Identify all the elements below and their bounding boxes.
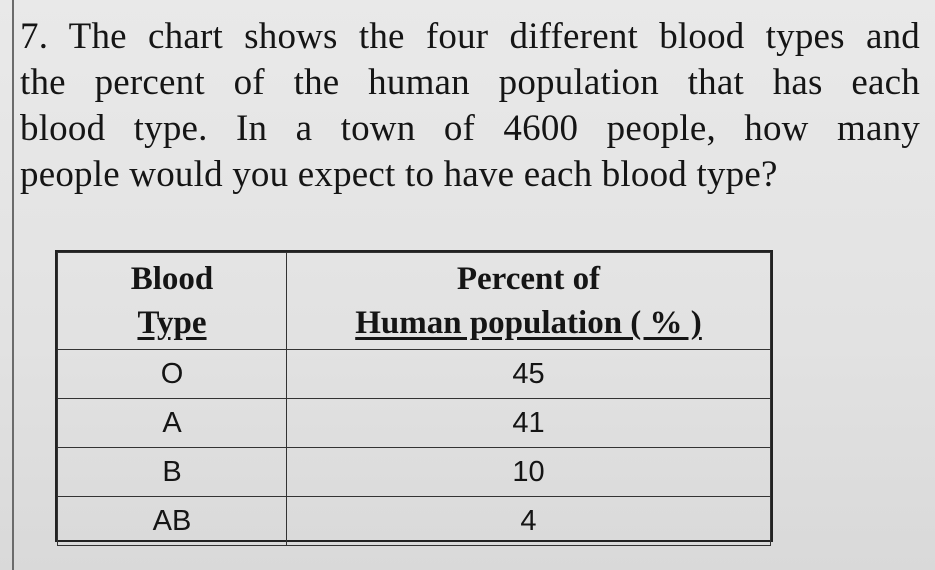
- blood-type-cell: B: [57, 447, 287, 497]
- table-header-row: Blood Type Percent of Human population (…: [57, 252, 771, 350]
- question-line: 7. The chart shows the four different bl…: [20, 16, 920, 57]
- percent-cell: 45: [286, 349, 771, 399]
- table-row: AB 4: [57, 496, 771, 546]
- percent-cell: 10: [286, 447, 771, 497]
- header-percent: Percent of Human population ( % ): [286, 252, 771, 350]
- blood-type-cell: AB: [57, 496, 287, 546]
- notebook-margin-line: [12, 0, 14, 570]
- header-blood-type: Blood Type: [57, 252, 287, 350]
- table-row: O 45: [57, 349, 771, 399]
- question-text: 7. The chart shows the four different bl…: [20, 14, 920, 198]
- header-percent-line2: Human population ( % ): [355, 305, 702, 341]
- blood-type-table: Blood Type Percent of Human population (…: [55, 250, 773, 546]
- blood-type-table-grid: Blood Type Percent of Human population (…: [57, 252, 771, 546]
- question-line: people would you expect to have each blo…: [20, 154, 778, 195]
- blood-type-cell: O: [57, 349, 287, 399]
- table-row: A 41: [57, 398, 771, 448]
- header-percent-line1: Percent of: [456, 261, 601, 297]
- header-blood-type-line2: Type: [137, 305, 207, 341]
- question-line: blood type. In a town of 4600 people, ho…: [20, 108, 920, 149]
- table-row: B 10: [57, 447, 771, 497]
- blood-type-cell: A: [57, 398, 287, 448]
- header-blood-type-line1: Blood: [130, 261, 214, 297]
- question-line: the percent of the human population that…: [20, 62, 920, 103]
- percent-cell: 41: [286, 398, 771, 448]
- percent-cell: 4: [286, 496, 771, 546]
